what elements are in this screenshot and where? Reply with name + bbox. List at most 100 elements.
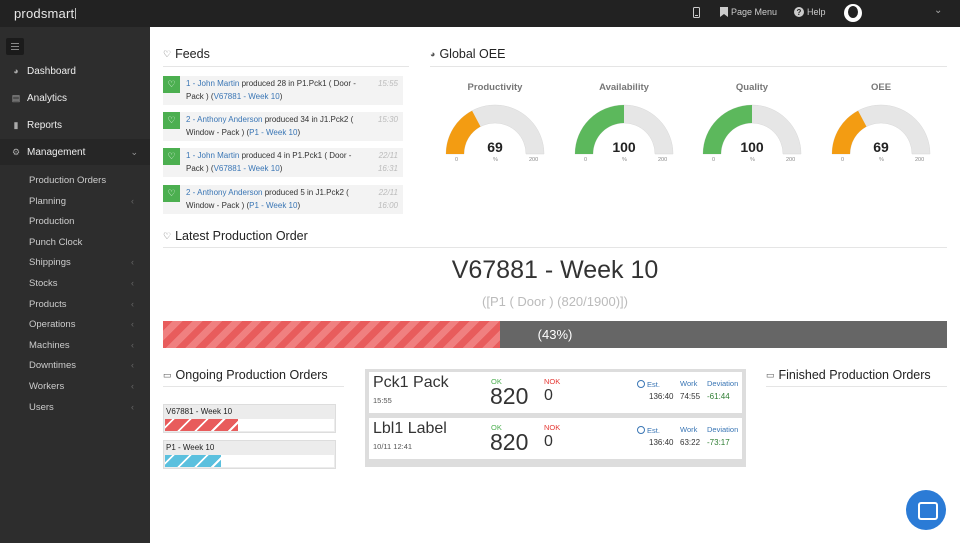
chat-launcher-button[interactable] [906, 490, 946, 530]
bell-icon: ♡ [163, 230, 172, 241]
folder-icon: ▭ [766, 369, 775, 380]
gauge-min: 0 [841, 157, 845, 163]
feed-item: ♡ 2 - Anthony Anderson produced 34 in J1.… [163, 112, 403, 141]
ongoing-header: ▭ Ongoing Production Orders [163, 368, 328, 382]
sidebar-subitem-punch-clock[interactable]: Punch Clock [29, 236, 83, 248]
gauge-arc [702, 104, 802, 155]
sidebar-subitem-products[interactable]: Products [29, 298, 67, 310]
work-value: 74:55 [680, 392, 701, 401]
chevron-left-icon: ‹ [131, 339, 134, 350]
gauge-value: 100 [612, 139, 636, 155]
feed-time-line1: 22/11 [378, 188, 398, 197]
bell-icon: ♡ [163, 48, 172, 59]
gauge-value: 100 [740, 139, 764, 155]
latest-order-header: ♡ Latest Production Order [163, 229, 308, 243]
feed-time: 22/11 16:31 [368, 150, 398, 175]
feed-action: produced 28 in P1.Pck1 ( Door - Pack ) ( [186, 79, 356, 101]
operation-time: 10/11 12:41 [373, 442, 413, 451]
page-menu-label: Page Menu [731, 7, 778, 17]
progress-label: (43%) [537, 327, 573, 342]
chevron-left-icon: ‹ [131, 195, 134, 206]
feed-time-line1: 15:55 [377, 79, 398, 88]
sidebar-subitem-users[interactable]: Users [29, 401, 54, 413]
sidebar: ◕ Dashboard ▤ Analytics ▮ Reports ⚙ Mana… [0, 27, 150, 543]
sidebar-subitem-machines[interactable]: Machines [29, 339, 70, 351]
worker-link[interactable]: 2 - Anthony Anderson [186, 188, 263, 197]
sidebar-subitem-planning[interactable]: Planning [29, 195, 66, 207]
nok-count: 0 [544, 433, 553, 450]
sidebar-subitem-stocks[interactable]: Stocks [29, 278, 58, 289]
gauge-min: 0 [455, 157, 459, 163]
ok-label: OK [491, 423, 502, 432]
order-link[interactable]: P1 - Week 10 [249, 127, 298, 137]
gauge-label: Availability [599, 82, 649, 93]
gauge-fill [575, 105, 624, 154]
gauge-fill [446, 110, 481, 154]
mobile-icon[interactable] [693, 7, 700, 18]
sidebar-item-dashboard[interactable]: ◕ Dashboard [0, 58, 150, 84]
divider [430, 66, 947, 67]
order-link[interactable]: P1 - Week 10 [249, 200, 298, 210]
work-value: 63:22 [680, 438, 701, 447]
operations-panel: Pck1 Pack 15:55 OK 820 NOK 0 Est. Work Deviation… [365, 369, 746, 467]
sidebar-item-reports[interactable]: ▮ Reports [0, 112, 150, 138]
work-label: Work [680, 379, 698, 388]
gauge-unit: % [493, 157, 498, 163]
dashboard-icon: ◕ [430, 49, 436, 59]
order-progress [165, 419, 334, 431]
operation-card[interactable]: Lbl1 Label 10/11 12:41 OK 820 NOK 0 Est. Work De… [369, 418, 742, 459]
est-header: Est. [637, 379, 660, 389]
help-button[interactable]: ? Help [794, 7, 826, 17]
finished-header: ▭ Finished Production Orders [766, 368, 931, 382]
divider [163, 386, 344, 387]
sidebar-item-analytics[interactable]: ▤ Analytics [0, 85, 150, 111]
gauge-fill [832, 110, 867, 154]
divider [766, 386, 947, 387]
chevron-down-icon[interactable]: ⌄ [934, 5, 943, 16]
sidebar-subitem-operations[interactable]: Operations [29, 319, 76, 331]
bookmark-icon [720, 7, 728, 17]
sidebar-subitem-downtimes[interactable]: Downtimes [29, 360, 76, 372]
order-link[interactable]: V67881 - Week 10 [213, 91, 280, 101]
order-progress-fill [165, 419, 238, 431]
deviation-value: -61:44 [707, 392, 730, 401]
page-menu-button[interactable]: Page Menu [720, 7, 777, 17]
clock-icon [637, 380, 645, 388]
app-logo[interactable]: prodsmart [14, 6, 75, 21]
feed-suffix: ) [297, 200, 301, 210]
chevron-left-icon: ‹ [131, 381, 134, 391]
order-link[interactable]: V67881 - Week 10 [213, 163, 280, 173]
gauge-fill [703, 105, 752, 154]
dashboard-icon: ◕ [13, 66, 19, 76]
deviation-value: -73:17 [707, 438, 730, 447]
file-icon: ▮ [13, 119, 19, 130]
worker-link[interactable]: 1 - John Martin [186, 79, 240, 88]
operation-time: 15:55 [373, 396, 392, 405]
user-avatar[interactable] [844, 4, 862, 22]
cogs-icon: ⚙ [11, 146, 21, 157]
chevron-left-icon: ‹ [131, 360, 134, 371]
bell-icon: ♡ [163, 76, 180, 93]
divider [163, 247, 947, 248]
chart-icon: ▤ [11, 92, 21, 103]
menu-toggle-icon[interactable] [6, 38, 24, 55]
sidebar-subitem-production[interactable]: Production [29, 216, 75, 228]
sidebar-item-management[interactable]: ⚙ Management ⌄ [0, 139, 150, 165]
ongoing-order-card[interactable]: V67881 - Week 10 [163, 404, 336, 433]
worker-link[interactable]: 1 - John Martin [186, 151, 240, 160]
operation-card[interactable]: Pck1 Pack 15:55 OK 820 NOK 0 Est. Work Deviation… [369, 372, 742, 413]
feed-item: ♡ 2 - Anthony Anderson produced 5 in J1.P… [163, 185, 403, 214]
est-header: Est. [637, 425, 660, 435]
sidebar-subitem-production-orders[interactable]: Production Orders [29, 175, 107, 186]
gauge-unit: % [750, 157, 755, 163]
sidebar-item-label: Reports [27, 119, 63, 131]
deviation-label: Deviation [707, 379, 739, 388]
sidebar-subitem-workers[interactable]: Workers [29, 381, 65, 392]
feed-time-line1: 22/11 [378, 151, 398, 160]
ongoing-order-card[interactable]: P1 - Week 10 [163, 440, 336, 469]
worker-link[interactable]: 2 - Anthony Anderson [186, 115, 263, 124]
chevron-left-icon: ‹ [131, 319, 134, 330]
sidebar-subitem-shippings[interactable]: Shippings [29, 257, 71, 269]
operation-name: Pck1 Pack [373, 374, 449, 391]
latest-order-name[interactable]: V67881 - Week 10 [451, 256, 659, 284]
